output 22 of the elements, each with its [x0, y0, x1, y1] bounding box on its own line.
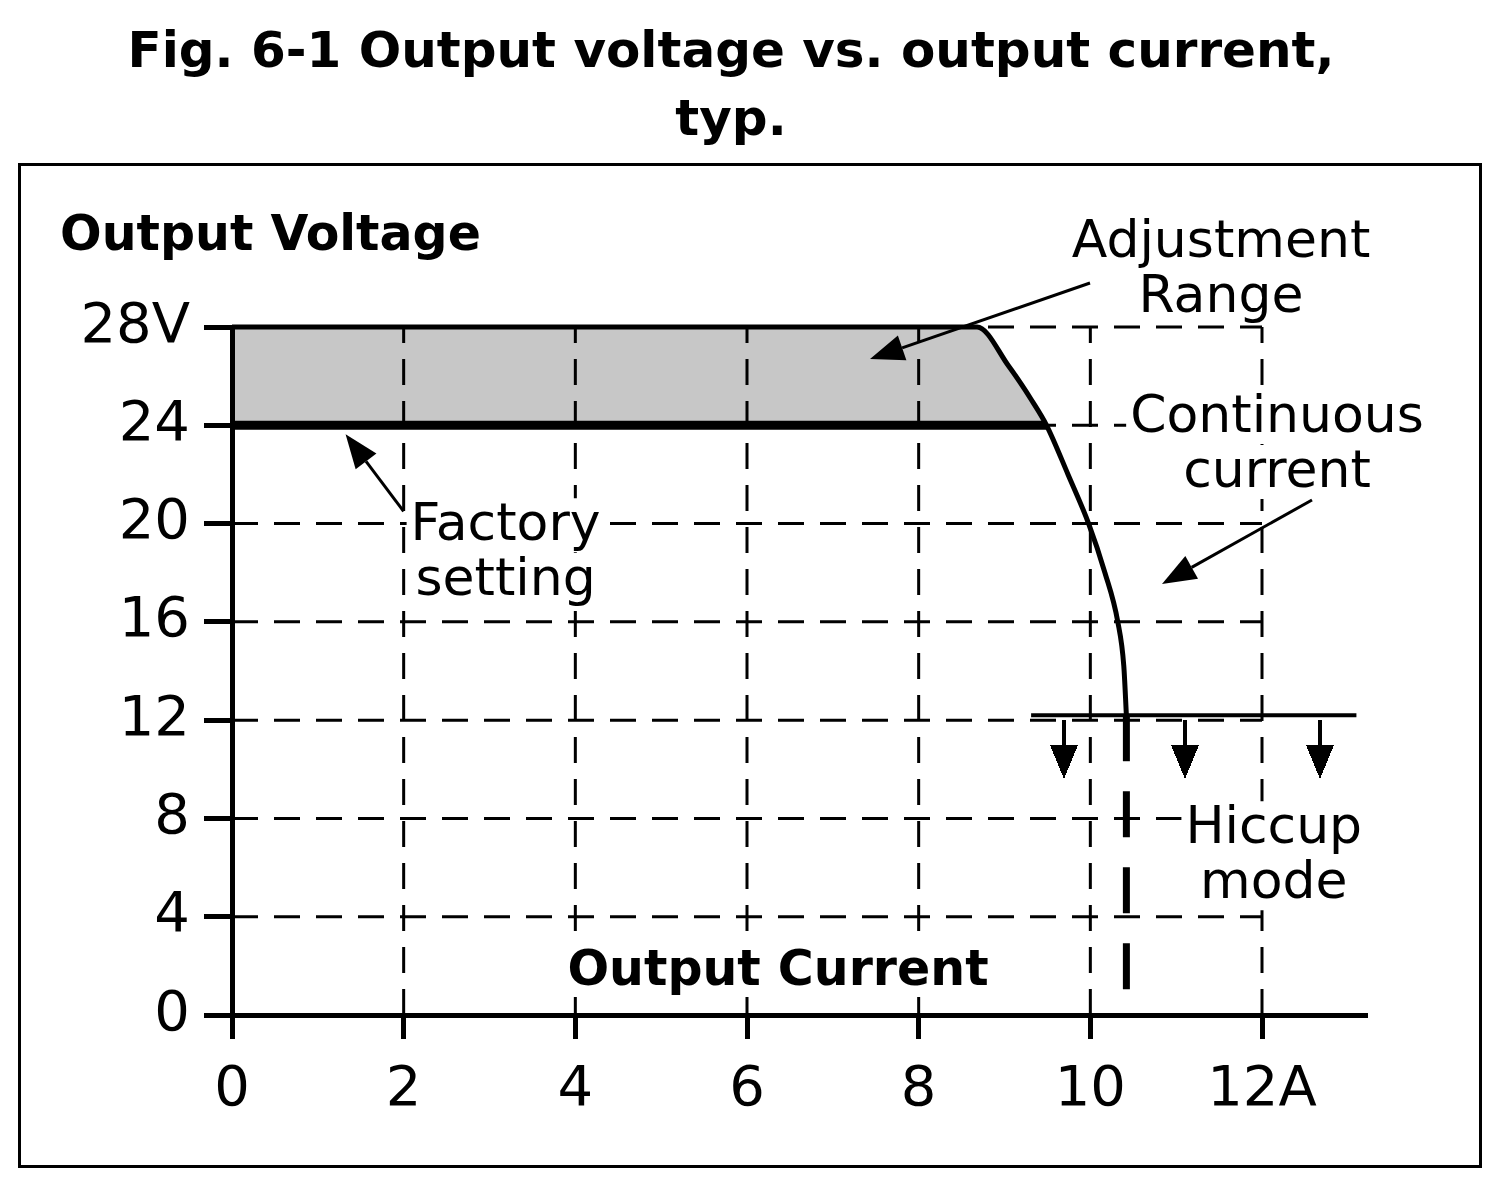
- x-tick-label: 0: [214, 1053, 250, 1119]
- y-tick-label: 4: [154, 879, 190, 945]
- x-tick-label: 4: [557, 1053, 594, 1119]
- y-tick-label: 20: [118, 486, 190, 552]
- annotation: Factory setting: [410, 492, 601, 608]
- y-tick-label: 12: [118, 682, 190, 748]
- y-tick-label: 16: [118, 584, 190, 650]
- y-tick-label: 28V: [80, 289, 190, 355]
- x-axis-title: Output Current: [567, 940, 989, 997]
- annotation: Continuous current: [1130, 384, 1424, 499]
- y-tick-label: 8: [154, 780, 190, 846]
- y-axis-title: Output Voltage: [60, 205, 481, 262]
- x-tick-label: 6: [729, 1053, 765, 1119]
- x-tick-label: 2: [385, 1053, 422, 1119]
- text: Adjustment Range: [1071, 209, 1371, 324]
- y-tick-label: 0: [154, 977, 190, 1043]
- x-tick-label: 8: [900, 1053, 937, 1119]
- x-tick-label: 12A: [1207, 1053, 1317, 1119]
- y-tick-label: 24: [118, 387, 190, 453]
- x-tick-label: 10: [1054, 1053, 1126, 1119]
- annotation: Hiccup mode: [1185, 795, 1363, 911]
- chart-title: Fig. 6-1 Output voltage vs. output current, typ.: [126, 20, 1336, 149]
